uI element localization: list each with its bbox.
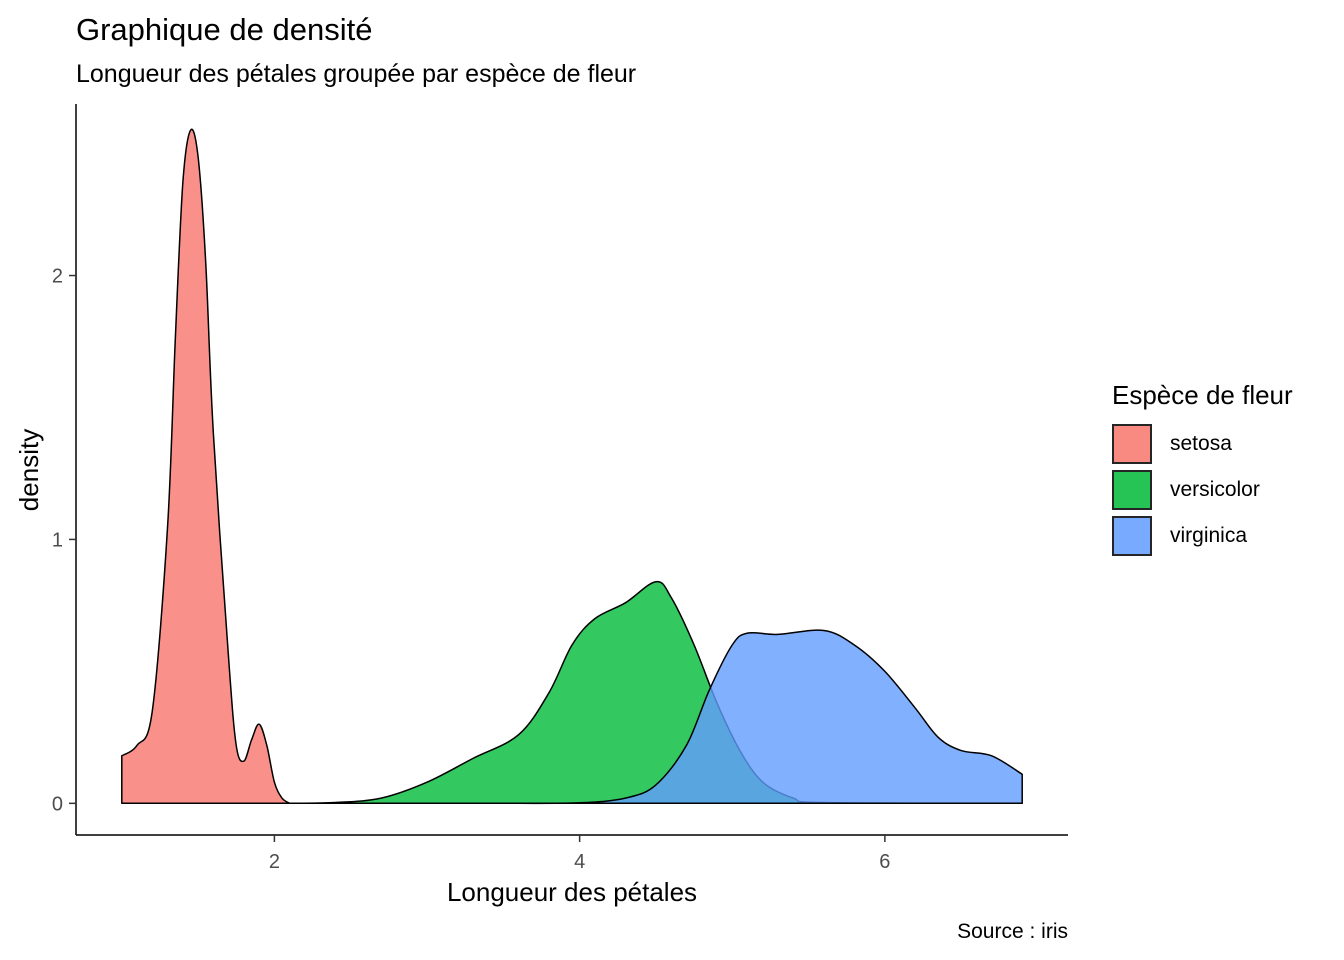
legend-title: Espèce de fleur	[1112, 380, 1293, 410]
legend-label: virginica	[1170, 524, 1248, 547]
legend-item-virginica: virginica	[1112, 513, 1293, 559]
density-area-virginica	[502, 629, 1023, 805]
x-tick-label: 2	[269, 851, 280, 873]
y-tick-label: 1	[52, 529, 63, 551]
y-axis-title: density	[14, 429, 44, 511]
legend-label: setosa	[1170, 432, 1232, 455]
legend-key-versicolor	[1112, 470, 1152, 510]
x-tick-label: 4	[574, 851, 585, 873]
y-tick-label: 0	[52, 793, 63, 815]
legend-label: versicolor	[1170, 478, 1260, 501]
chart-title: Graphique de densité	[76, 12, 373, 47]
y-tick-label: 2	[52, 266, 63, 288]
x-axis-ticks: 2 4 6	[269, 835, 890, 873]
y-axis-ticks: 0 1 2	[52, 266, 76, 815]
x-tick-label: 6	[879, 851, 890, 873]
x-axis-title: Longueur des pétales	[447, 877, 697, 907]
legend-key-setosa	[1112, 424, 1152, 464]
legend: Espèce de fleur setosa versicolor virgin…	[1112, 380, 1293, 559]
density-areas	[121, 128, 1023, 805]
chart-caption: Source : iris	[957, 920, 1068, 943]
legend-item-setosa: setosa	[1112, 421, 1293, 467]
legend-item-versicolor: versicolor	[1112, 467, 1293, 513]
density-area-setosa	[121, 128, 291, 805]
legend-key-virginica	[1112, 516, 1152, 556]
chart-subtitle: Longueur des pétales groupée par espèce …	[76, 60, 637, 88]
